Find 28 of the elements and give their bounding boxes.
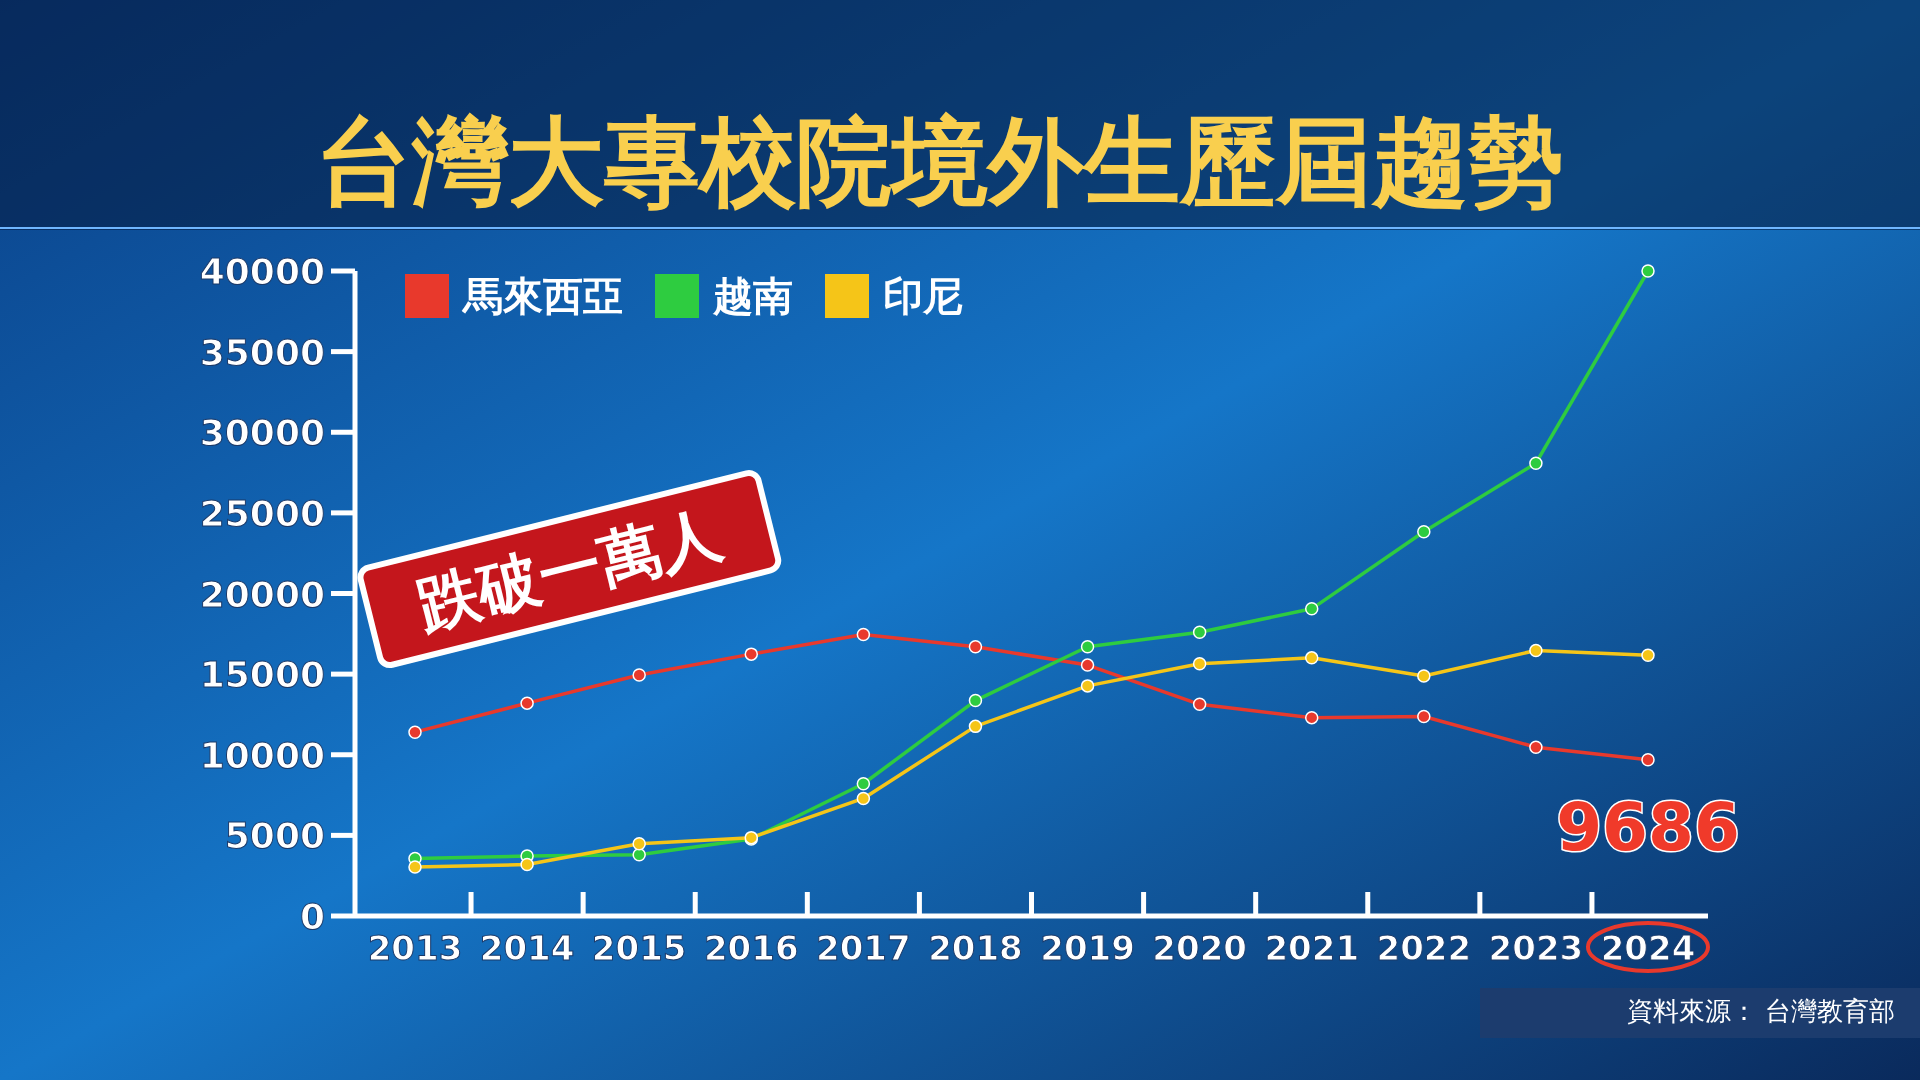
x-tick-label: 2022	[1376, 928, 1472, 968]
y-tick-label: 30000	[199, 412, 325, 454]
x-tick-label: 2018	[928, 928, 1023, 968]
annotation: 9686	[1556, 788, 1740, 866]
x-tick-label: 2014	[479, 928, 575, 968]
y-tick-label: 10000	[199, 734, 325, 776]
y-tick-label: 5000	[224, 815, 325, 857]
y-tick-label: 40000	[199, 251, 325, 292]
x-tick-label: 2023	[1488, 928, 1584, 968]
legend-label: 越南	[712, 273, 793, 319]
chart-title: 台灣大專校院境外生歷屆趨勢	[316, 106, 1564, 218]
y-tick-label: 0	[299, 896, 325, 937]
x-tick-label: 2017	[816, 928, 911, 968]
y-tick-label: 15000	[199, 654, 325, 696]
x-tick-label: 2024	[1600, 928, 1696, 968]
x-tick-label: 2020	[1152, 928, 1247, 968]
x-tick-label: 2015	[591, 928, 687, 968]
x-tick-label: 2013	[367, 928, 463, 968]
annotation: 跌破一萬人	[409, 496, 729, 643]
y-tick-label: 25000	[199, 492, 325, 534]
x-tick-label: 2021	[1264, 928, 1360, 968]
legend-label: 馬來西亞	[461, 273, 623, 319]
legend-label: 印尼	[883, 273, 963, 319]
x-tick-label: 2019	[1040, 928, 1135, 968]
y-tick-label: 20000	[199, 573, 325, 615]
y-tick-label: 35000	[199, 331, 325, 373]
x-tick-label: 2016	[703, 928, 799, 968]
source-note: 資料來源： 台灣教育部	[1626, 996, 1895, 1026]
